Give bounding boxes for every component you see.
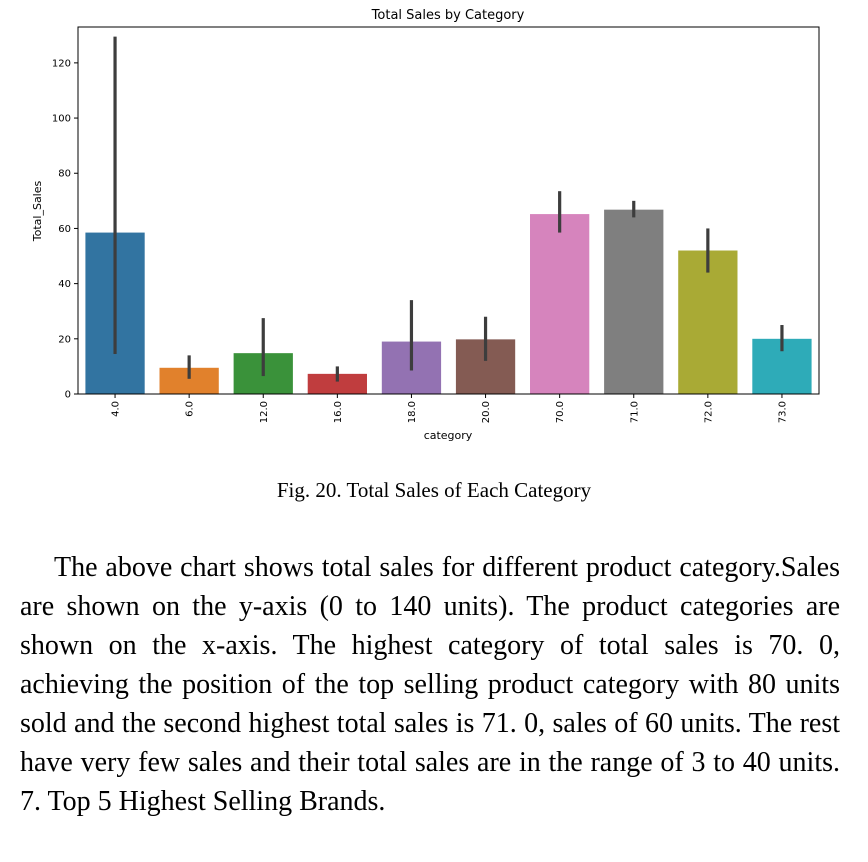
x-tick-label: 20.0 xyxy=(481,401,492,423)
x-tick-label: 18.0 xyxy=(407,401,418,423)
bar-71.0 xyxy=(604,209,664,394)
y-tick-label: 80 xyxy=(58,169,71,180)
x-tick-label: 71.0 xyxy=(629,401,640,423)
figure-caption: Fig. 20. Total Sales of Each Category xyxy=(276,478,592,502)
plot-frame xyxy=(77,26,820,395)
x-tick-label: 4.0 xyxy=(111,401,122,417)
bar-72.0 xyxy=(678,250,738,394)
x-tick-label: 16.0 xyxy=(333,401,344,423)
x-tick-label: 12.0 xyxy=(259,401,270,423)
bar-chart: Total Sales by Category Total_Sales cate… xyxy=(31,8,820,442)
x-tick-label: 6.0 xyxy=(185,401,196,417)
y-tick-label: 40 xyxy=(58,279,71,290)
body-paragraph: The above chart shows total sales for di… xyxy=(20,552,840,817)
y-tick-label: 60 xyxy=(58,224,71,235)
bar-16.0 xyxy=(307,373,367,394)
bar-70.0 xyxy=(530,214,590,394)
x-tick-label: 72.0 xyxy=(703,401,714,423)
y-tick-label: 120 xyxy=(52,58,71,69)
y-tick-label: 0 xyxy=(65,390,71,401)
x-axis-label: category xyxy=(424,429,473,442)
y-axis-label: Total_Sales xyxy=(31,180,44,242)
y-tick-label: 20 xyxy=(58,334,71,345)
x-tick-label: 70.0 xyxy=(555,401,566,423)
y-tick-label: 100 xyxy=(52,114,71,125)
x-tick-label: 73.0 xyxy=(777,401,788,423)
chart-title: Total Sales by Category xyxy=(371,8,525,23)
